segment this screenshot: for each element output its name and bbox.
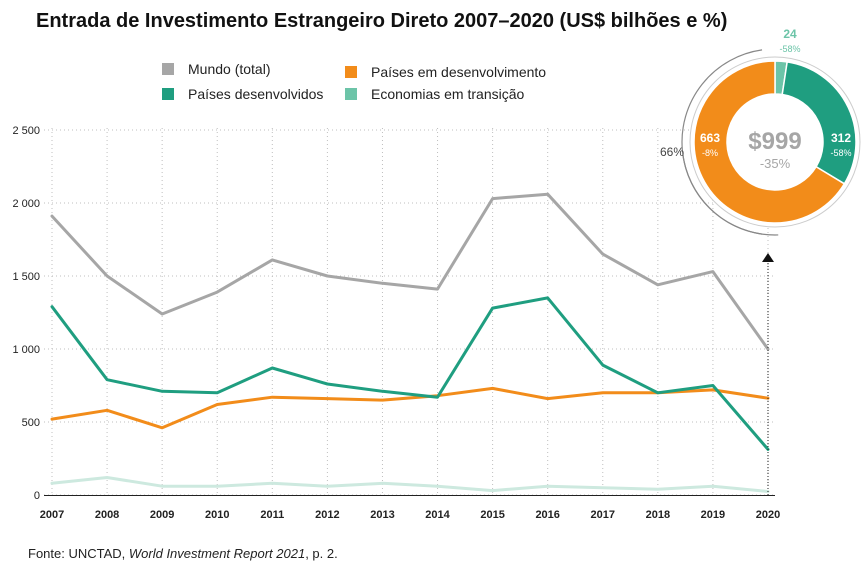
legend-item-developing: Países em desenvolvimento — [345, 64, 546, 80]
series-line-world — [50, 192, 770, 351]
donut-bracket-bottom — [682, 154, 763, 235]
x-tick-label-2018: 2018 — [646, 509, 670, 521]
source-prefix: Fonte: UNCTAD, — [28, 546, 129, 561]
x-tick-label-2008: 2008 — [95, 509, 119, 521]
x-tick-label-2011: 2011 — [260, 509, 284, 521]
x-tick-label-2012: 2012 — [315, 509, 339, 521]
donut-slice-change-transition: -58% — [779, 44, 800, 54]
legend-label-developing: Países em desenvolvimento — [371, 64, 547, 80]
legend-swatch-transition — [345, 88, 357, 100]
x-tick-label-2013: 2013 — [370, 509, 394, 521]
chart-title: Entrada de Investimento Estrangeiro Dire… — [36, 10, 728, 32]
x-tick-label-2014: 2014 — [425, 509, 450, 521]
y-tick-label-2500: 2 500 — [12, 125, 40, 137]
x-tick-label-2015: 2015 — [480, 509, 504, 521]
donut-slice-change-developing: -8% — [702, 148, 718, 158]
donut-slice-developed — [781, 61, 857, 185]
donut-slice-label-transition: 24 — [783, 27, 797, 41]
series-line-developed — [50, 296, 770, 451]
source-note: Fonte: UNCTAD, World Investment Report 2… — [28, 546, 338, 561]
x-tick-label-2017: 2017 — [591, 509, 615, 521]
x-tick-label-2010: 2010 — [205, 509, 229, 521]
donut-slice-developing — [693, 60, 846, 224]
x-tick-label-2007: 2007 — [40, 509, 64, 521]
legend-label-developed: Países desenvolvidos — [188, 86, 324, 102]
series-line-transition — [50, 476, 770, 493]
source-publication: World Investment Report 2021 — [128, 546, 306, 561]
donut-center-change: -35% — [760, 156, 791, 171]
legend-swatch-developed — [162, 88, 174, 100]
grid: 0 500 1 000 1 500 2 000 2 500 2007 2008 2009 2010… — [12, 125, 780, 521]
series-transition — [50, 476, 770, 493]
y-tick-label-0: 0 — [34, 490, 40, 502]
donut-slice-label-developing: 663 — [700, 131, 720, 145]
x-tick-label-2020: 2020 — [756, 509, 780, 521]
donut-slice-label-developed: 312 — [831, 131, 851, 145]
donut-slice-change-developed: -58% — [830, 148, 851, 158]
x-tick-label-2016: 2016 — [535, 509, 559, 521]
donut-side-percent: 66% — [660, 145, 684, 159]
series-developed — [50, 296, 770, 451]
legend-label-world: Mundo (total) — [188, 61, 271, 77]
source-suffix: , p. 2. — [305, 546, 338, 561]
legend-label-transition: Economias em transição — [371, 86, 525, 102]
donut-hole — [728, 95, 822, 189]
legend-item-world: Mundo (total) — [162, 61, 270, 77]
connector-arrow — [762, 253, 774, 262]
legend-item-developed: Países desenvolvidos — [162, 86, 323, 102]
x-tick-label-2019: 2019 — [701, 509, 725, 521]
legend-item-transition: Economias em transição — [345, 86, 524, 102]
donut-center-value: $999 — [748, 128, 801, 155]
x-tick-label-2009: 2009 — [150, 509, 174, 521]
donut-chart: $999-35% 66% 24 -58% 312 -58% 663 -8% — [660, 27, 861, 236]
legend-swatch-developing — [345, 66, 357, 78]
y-tick-label-500: 500 — [22, 417, 40, 429]
series-world — [50, 192, 770, 351]
y-tick-label-1500: 1 500 — [12, 271, 40, 283]
series-line-developing — [50, 386, 770, 430]
legend-swatch-world — [162, 63, 174, 75]
y-tick-label-2000: 2 000 — [12, 198, 40, 210]
y-tick-label-1000: 1 000 — [12, 344, 40, 356]
